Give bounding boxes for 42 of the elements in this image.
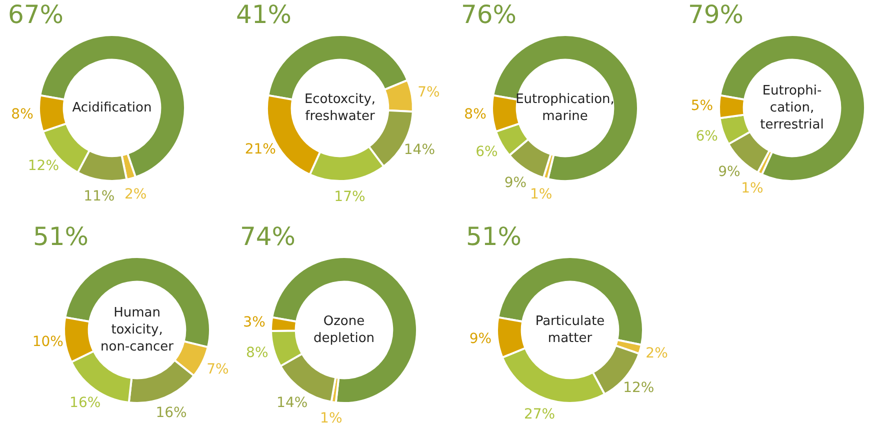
data-label: 12% xyxy=(28,158,60,174)
data-label: 8% xyxy=(11,106,34,123)
data-label: 10% xyxy=(32,334,64,350)
data-label: 1% xyxy=(530,186,552,202)
data-label: 16% xyxy=(156,404,187,421)
data-label: 1% xyxy=(320,410,342,427)
data-label: 17% xyxy=(334,189,366,206)
data-label: 16% xyxy=(70,395,101,412)
data-label: 8% xyxy=(246,345,268,362)
data-label: 79% xyxy=(688,0,744,29)
data-label: 2% xyxy=(124,186,147,202)
text: Acidification xyxy=(72,100,152,116)
data-label: 3% xyxy=(243,314,266,330)
data-label: 5% xyxy=(690,98,714,114)
data-label: 11% xyxy=(84,188,115,205)
text: Human toxicity, non-cancer xyxy=(100,305,174,354)
data-label: 7% xyxy=(206,361,229,378)
data-label: 14% xyxy=(276,395,308,412)
data-label: 9% xyxy=(469,331,492,348)
data-label: 21% xyxy=(244,142,276,158)
data-label: 1% xyxy=(741,180,764,196)
data-label: 51% xyxy=(33,222,89,251)
data-label: 9% xyxy=(504,174,527,191)
text: Ozone depletion xyxy=(313,314,375,346)
data-label: 76% xyxy=(461,0,517,29)
data-label: 7% xyxy=(418,84,440,100)
text: Ecotoxcity, freshwater xyxy=(304,92,376,124)
data-label: 14% xyxy=(404,142,436,158)
text: Eutrophication, marine xyxy=(516,92,614,124)
text: Eutrophi- cation, terrestrial xyxy=(760,83,824,132)
data-label: 51% xyxy=(466,222,522,251)
text: Particulate matter xyxy=(535,314,605,346)
data-label: 9% xyxy=(718,164,740,180)
data-label: 6% xyxy=(696,128,718,145)
data-label: 2% xyxy=(646,345,668,362)
data-label: 41% xyxy=(236,0,292,29)
data-label: 6% xyxy=(476,144,498,160)
data-label: 27% xyxy=(524,406,556,422)
data-label: 74% xyxy=(240,222,296,251)
data-label: 12% xyxy=(623,380,654,396)
data-label: 67% xyxy=(8,0,64,29)
data-label: 8% xyxy=(464,106,486,123)
